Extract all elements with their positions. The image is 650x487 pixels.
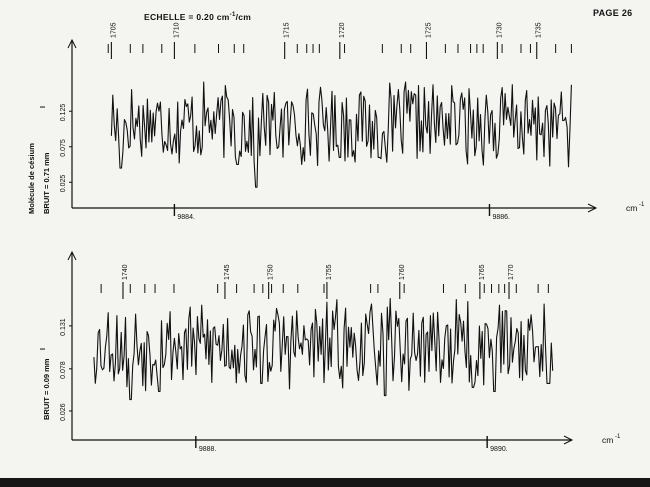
line-marker-label-top: 1705 — [110, 22, 117, 38]
spectrum-trace-top — [110, 81, 572, 188]
y-axis-arrow-bottom — [67, 250, 77, 261]
spectrum-trace-bottom — [93, 298, 554, 401]
x-tick-label-top: 9884. — [177, 214, 195, 221]
line-marker-label-bottom: 1770 — [508, 264, 515, 280]
line-marker-label-top: 1725 — [425, 22, 432, 38]
y-tick-label-bottom: 0.026 — [60, 403, 67, 421]
y-tick-label-top: 0.075 — [60, 139, 67, 157]
line-marker-label-bottom: 1745 — [224, 264, 231, 280]
y-axis-arrow-top — [67, 38, 77, 49]
line-marker-label-bottom: 1750 — [268, 264, 275, 280]
line-marker-label-bottom: 1765 — [479, 264, 486, 280]
line-marker-label-top: 1720 — [339, 22, 346, 38]
x-tick-label-bottom: 9888. — [199, 446, 217, 453]
scale-prefix: ECHELLE = 0.20 cm — [144, 12, 230, 22]
line-marker-label-top: 1730 — [496, 22, 503, 38]
x-axis-unit-exp-bottom: -1 — [615, 434, 621, 440]
x-tick-label-top: 9886. — [492, 214, 510, 221]
x-axis-unit-exp-top: -1 — [639, 202, 645, 208]
x-axis-arrow-top — [587, 203, 598, 213]
page-number: PAGE 26 — [593, 8, 633, 18]
y-tick-label-bottom: 0.131 — [60, 318, 67, 336]
x-axis-arrow-bottom — [563, 435, 574, 445]
line-marker-label-bottom: 1760 — [399, 264, 406, 280]
x-axis-unit-bottom: cm — [602, 435, 613, 445]
scale-suffix: /cm — [235, 12, 252, 22]
line-marker-label-top: 1715 — [284, 22, 291, 38]
line-marker-label-top: 1710 — [173, 22, 180, 38]
line-marker-label-bottom: 1740 — [122, 264, 129, 280]
line-marker-label-top: 1735 — [536, 22, 543, 38]
scan-bottom-edge — [0, 478, 650, 487]
y-tick-label-top: 0.025 — [60, 175, 67, 193]
line-marker-label-bottom: 1755 — [326, 264, 333, 280]
scale-label: ECHELLE = 0.20 cm-1/cm — [144, 12, 251, 22]
scale-exponent: -1 — [229, 12, 236, 19]
x-tick-label-bottom: 9890. — [490, 446, 508, 453]
y-tick-label-top: 0.125 — [60, 104, 67, 122]
y-tick-label-bottom: 0.078 — [60, 361, 67, 379]
x-axis-unit-top: cm — [626, 203, 637, 213]
